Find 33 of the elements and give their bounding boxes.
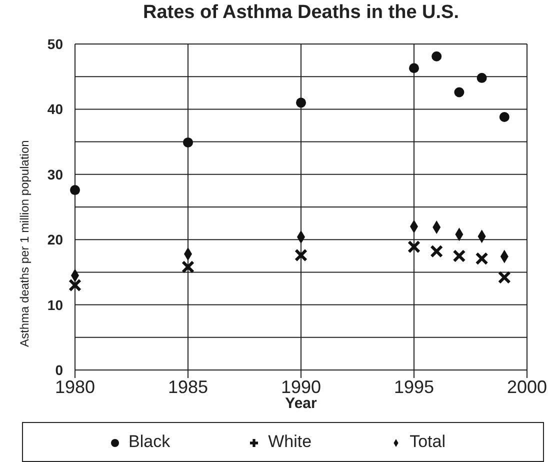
x-tick-label: 1980 xyxy=(54,376,96,397)
y-tick-label: 20 xyxy=(47,232,64,248)
point xyxy=(408,240,420,254)
point xyxy=(409,63,419,74)
point xyxy=(475,252,488,266)
legend-label: Black xyxy=(128,432,170,451)
x-tick-label: 1995 xyxy=(394,376,434,397)
x-tick-label: 1990 xyxy=(280,376,322,397)
legend-label: Total xyxy=(410,432,446,451)
point xyxy=(70,185,80,196)
y-tick-label: 50 xyxy=(47,36,64,52)
point xyxy=(452,249,466,262)
point xyxy=(499,112,510,122)
x-axis-title: Year xyxy=(285,395,318,412)
point xyxy=(432,51,442,62)
y-tick-label: 30 xyxy=(47,166,64,182)
point xyxy=(182,260,194,274)
point xyxy=(294,248,308,262)
y-tick-label: 40 xyxy=(47,101,64,118)
point xyxy=(183,137,193,148)
y-tick-label: 10 xyxy=(47,296,64,313)
chart-title: Rates of Asthma Deaths in the U.S. xyxy=(142,2,460,24)
x-tick-label: 2000 xyxy=(506,376,548,397)
x-tick-label: 1985 xyxy=(168,376,208,397)
point xyxy=(296,98,306,108)
point xyxy=(430,244,444,258)
y-axis-title: Asthma deaths per 1 million population xyxy=(17,140,32,347)
legend-label: White xyxy=(268,432,312,451)
point xyxy=(68,278,82,292)
point xyxy=(498,270,511,284)
point xyxy=(454,87,464,98)
point xyxy=(476,72,487,83)
y-tick-label: 0 xyxy=(55,362,64,378)
